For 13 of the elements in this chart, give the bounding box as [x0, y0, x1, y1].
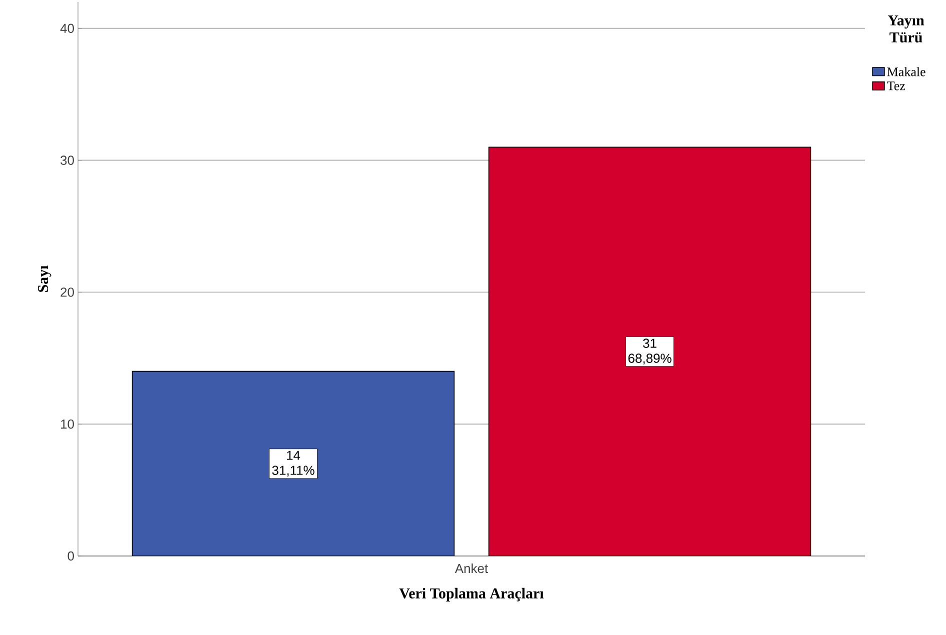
data-label: 14 31,11%: [272, 450, 314, 476]
legend-title: Yayın Türü: [888, 15, 924, 42]
y-tick-label: 40: [60, 24, 74, 33]
y-tick-label: 10: [61, 419, 74, 429]
legend-label: Makale: [887, 67, 926, 76]
y-axis-title: Sayı: [38, 265, 52, 292]
y-tick-label: 30: [60, 156, 74, 165]
y-tick-label: 20: [60, 288, 74, 297]
x-axis-title: Veri Toplama Araçları: [399, 588, 544, 602]
data-label: 31 68,89%: [628, 338, 672, 364]
x-tick-label: Anket: [454, 564, 488, 574]
y-tick-label: 0: [68, 551, 74, 561]
legend-label: Tez: [887, 82, 906, 90]
